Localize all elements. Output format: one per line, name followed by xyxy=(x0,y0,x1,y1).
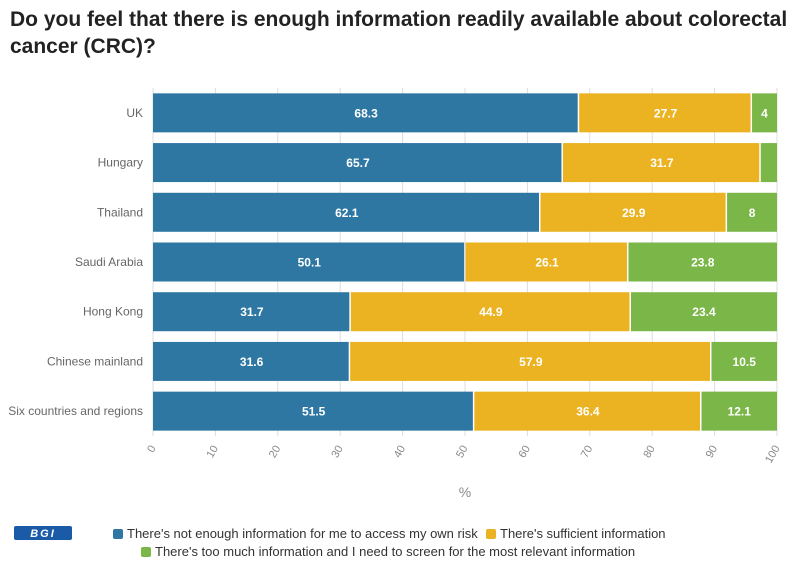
data-label: 36.4 xyxy=(576,405,600,419)
legend-label-not-enough: There's not enough information for me to… xyxy=(127,526,478,541)
data-label: 31.7 xyxy=(240,305,264,319)
data-label: 8 xyxy=(749,206,756,220)
bar-segment xyxy=(562,143,760,183)
data-label: 50.1 xyxy=(298,256,322,270)
bar-segment xyxy=(153,391,473,431)
x-tick-label: 20 xyxy=(267,444,284,461)
chart-footer: BGI There's not enough information for m… xyxy=(0,518,800,568)
data-label: 23.4 xyxy=(692,305,716,319)
bar-segment xyxy=(350,292,630,332)
bar-segment xyxy=(153,93,578,133)
data-label: 31.7 xyxy=(650,156,674,170)
x-tick-label: 80 xyxy=(641,444,658,461)
category-label: UK xyxy=(126,106,143,120)
category-label: Hong Kong xyxy=(83,305,143,319)
legend-swatch-sufficient xyxy=(486,528,496,539)
legend-label-too-much: There's too much information and I need … xyxy=(155,544,636,559)
category-label: Thailand xyxy=(97,205,143,219)
data-label: 4 xyxy=(761,106,768,120)
stacked-bar-chart: 0 10 20 30 40 50 60 70 80 90 100% UK 68.3 27.7 4 Hungar… xyxy=(8,88,783,500)
x-tick-label: 40 xyxy=(392,444,409,461)
legend-swatch-not-enough xyxy=(113,528,123,539)
bar-segment xyxy=(350,341,710,381)
bar-segment xyxy=(760,143,777,183)
bar-segment xyxy=(701,391,777,431)
x-tick-label: 60 xyxy=(516,444,533,461)
data-label: 10.5 xyxy=(733,355,757,369)
data-label: 44.9 xyxy=(479,305,503,319)
data-label: 29.9 xyxy=(622,206,646,220)
category-label: Hungary xyxy=(98,156,143,170)
bar-segment xyxy=(465,242,627,282)
bar-segment xyxy=(540,192,726,232)
category-label: Chinese mainland xyxy=(47,354,143,368)
data-label: 26.1 xyxy=(535,256,559,270)
x-tick-label: 90 xyxy=(704,444,721,461)
x-tick-label: 70 xyxy=(579,444,596,461)
data-label: 57.9 xyxy=(519,355,543,369)
bar-segment xyxy=(727,192,777,232)
data-label: 68.3 xyxy=(354,106,378,120)
chart-title: Do you feel that there is enough informa… xyxy=(10,8,788,58)
data-label: 65.7 xyxy=(346,156,370,170)
data-label: 27.7 xyxy=(654,106,678,120)
data-label: 62.1 xyxy=(335,206,359,220)
bar-segment xyxy=(153,292,350,332)
bar-segment xyxy=(474,391,700,431)
legend-item-not-enough: There's not enough information for me to… xyxy=(113,526,478,541)
bar-segment xyxy=(579,93,751,133)
category-label: Six countries and regions xyxy=(8,404,143,418)
svg-text:BGI: BGI xyxy=(30,528,56,540)
legend-swatch-too-much xyxy=(141,546,151,557)
category-label: Saudi Arabia xyxy=(75,255,143,269)
bar-segment xyxy=(153,242,465,282)
bar-segment xyxy=(153,143,562,183)
bgi-logo: BGI xyxy=(14,526,72,540)
x-tick-label: 100 xyxy=(763,444,783,466)
legend-label-sufficient: There's sufficient information xyxy=(500,526,666,541)
x-axis-label: % xyxy=(459,484,471,500)
bar-segment xyxy=(628,242,777,282)
legend-item-too-much: There's too much information and I need … xyxy=(141,544,635,559)
data-label: 51.5 xyxy=(302,405,326,419)
bar-segment xyxy=(153,192,540,232)
legend-item-sufficient: There's sufficient information xyxy=(486,526,666,541)
data-label: 12.1 xyxy=(728,405,752,419)
data-label: 31.6 xyxy=(240,355,264,369)
bar-segment xyxy=(630,292,777,332)
bar-segment xyxy=(711,341,777,381)
x-tick-label: 50 xyxy=(454,444,471,461)
x-tick-label: 30 xyxy=(329,444,346,461)
bar-segment xyxy=(153,341,349,381)
x-tick-label: 10 xyxy=(204,444,221,461)
bar-segment xyxy=(752,93,777,133)
x-tick-label: 0 xyxy=(145,444,158,455)
data-label: 23.8 xyxy=(691,256,715,270)
